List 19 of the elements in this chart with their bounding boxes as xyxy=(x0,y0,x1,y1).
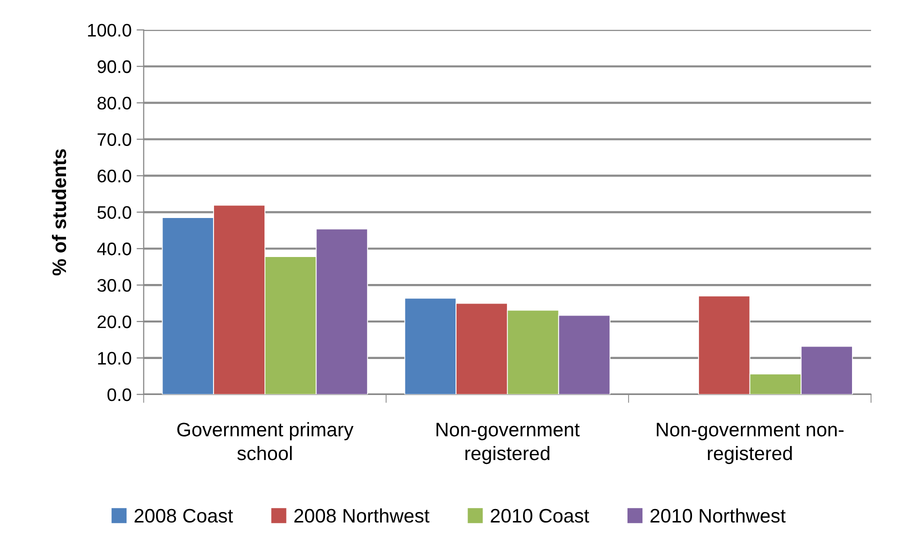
y-tick-label: 70.0 xyxy=(98,133,132,146)
y-tick-label: 80.0 xyxy=(98,96,132,110)
y-tick-label: 50.0 xyxy=(97,206,132,219)
y-tick-label: 90.0 xyxy=(98,60,132,74)
y-tick-label: 40.0 xyxy=(97,242,132,256)
y-tick-label: 60.0 xyxy=(98,170,132,182)
x-tick-label: Non-government non-registered xyxy=(656,422,844,464)
y-tick-label: 100.0 xyxy=(88,24,132,37)
legend-label: 2010 Northwest xyxy=(650,508,786,523)
legend-label: 2010 Coast xyxy=(490,508,590,523)
legend-label: 2008 Coast xyxy=(134,508,233,523)
y-tick-label: 30.0 xyxy=(97,278,132,292)
y-tick-label: 0.0 xyxy=(107,388,132,402)
y-tick-label: 10.0 xyxy=(98,352,132,365)
y-tick-label: 20.0 xyxy=(98,315,132,328)
y-axis-title: % of students xyxy=(52,149,66,276)
legend-label: 2008 Northwest xyxy=(294,508,430,523)
x-tick-label: Government primary school xyxy=(177,422,354,460)
x-tick-label: Non-government registered xyxy=(436,422,580,464)
